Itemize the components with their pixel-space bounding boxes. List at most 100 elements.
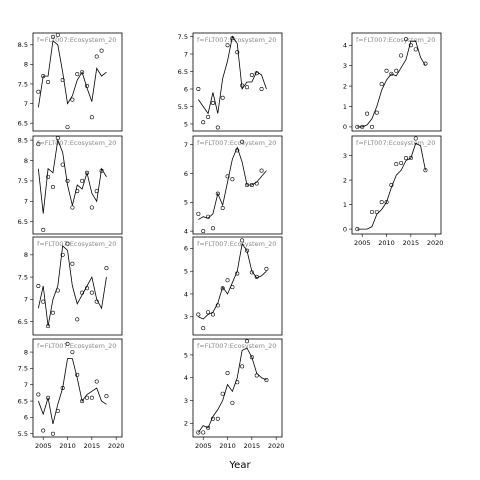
- y-tick-label: 7: [24, 381, 28, 389]
- data-point: [60, 252, 65, 257]
- fit-line: [37, 245, 107, 327]
- data-point: [65, 178, 70, 183]
- data-point: [50, 310, 55, 315]
- y-tick-label: 7: [24, 198, 28, 206]
- data-point: [403, 156, 408, 161]
- data-point: [201, 229, 206, 234]
- data-point: [408, 156, 413, 161]
- y-tick-label: 5: [184, 120, 188, 128]
- data-point: [84, 395, 89, 400]
- panel-frame: [192, 236, 283, 336]
- y-tick-label: 8: [24, 61, 28, 69]
- data-point: [50, 431, 55, 436]
- y-tick-label: 7.5: [18, 365, 28, 373]
- data-point: [89, 395, 94, 400]
- data-point: [413, 47, 418, 52]
- data-point: [225, 371, 230, 376]
- x-tick-label: 2015: [84, 442, 101, 450]
- data-point: [215, 191, 220, 196]
- x-tick-label: 2010: [378, 239, 395, 247]
- y-tick-label: 5: [184, 351, 188, 359]
- y-tick-label: 7: [24, 296, 28, 304]
- y-tick-label: 8.5: [18, 136, 28, 144]
- x-tick-label: 2005: [354, 239, 371, 247]
- data-point: [220, 206, 225, 211]
- data-point: [41, 428, 46, 433]
- y-tick-label: 6.5: [18, 119, 28, 127]
- y-tick-label: 2: [343, 176, 347, 184]
- data-point: [60, 78, 65, 83]
- data-point: [94, 379, 99, 384]
- data-point: [196, 211, 201, 216]
- x-tick-label: 2020: [427, 239, 444, 247]
- y-tick-label: 2: [184, 420, 188, 428]
- data-point: [220, 95, 225, 100]
- data-point: [65, 125, 70, 130]
- panel-label: f=FLT007:Ecosystem_20: [356, 36, 435, 44]
- y-tick-label: 8.5: [18, 41, 28, 49]
- y-tick-label: 5: [184, 199, 188, 207]
- data-point: [46, 174, 51, 179]
- data-point: [235, 50, 240, 55]
- data-point: [65, 341, 70, 346]
- data-point: [70, 350, 75, 355]
- y-tick-label: 6.5: [18, 218, 28, 226]
- data-point: [89, 205, 94, 210]
- data-point: [399, 160, 404, 165]
- y-tick-label: 7: [184, 50, 188, 58]
- panel: f=FLT007:Ecosystem_20 2 3 4 5 2005 2010 2015 202…: [184, 338, 284, 450]
- data-point: [215, 416, 220, 421]
- y-tick-label: 7: [24, 100, 28, 108]
- fit-line: [37, 138, 107, 214]
- y-tick-label: 4: [343, 42, 347, 50]
- data-point: [230, 400, 235, 405]
- data-point: [55, 32, 60, 37]
- panel: f=FLT007:Ecosystem_20 5 5.5 6 6.5 7 7.5: [178, 32, 283, 132]
- panel: f=FLT007:Ecosystem_20 6.5 7 7.5 8 8.5: [18, 135, 123, 235]
- panel-frame: [32, 32, 123, 132]
- data-point: [36, 89, 41, 94]
- panel-frame: [32, 338, 123, 438]
- fit-line: [37, 40, 107, 108]
- y-tick-label: 7: [184, 141, 188, 149]
- fit-line: [198, 347, 267, 433]
- x-tick-label: 2005: [35, 442, 52, 450]
- panel-frame: [192, 32, 283, 132]
- panel-label: f=FLT007:Ecosystem_20: [356, 139, 435, 147]
- panel: f=FLT007:Ecosystem_20 3 4 5 6: [184, 236, 283, 336]
- data-point: [244, 339, 249, 344]
- fit-line: [357, 142, 426, 230]
- data-point: [413, 136, 418, 141]
- y-tick-label: 4: [184, 290, 188, 298]
- data-point: [384, 200, 389, 205]
- data-point: [94, 54, 99, 59]
- data-point: [259, 168, 264, 173]
- panel: f=FLT007:Ecosystem_20 0 1 2 3 4: [343, 32, 442, 132]
- y-tick-label: 2: [343, 82, 347, 90]
- data-point: [403, 37, 408, 42]
- panel-frame: [32, 135, 123, 235]
- y-tick-label: 0: [343, 123, 347, 131]
- data-point: [75, 317, 80, 322]
- data-point: [230, 177, 235, 182]
- y-tick-label: 6.5: [178, 68, 188, 76]
- data-point: [201, 120, 206, 125]
- data-point: [70, 97, 75, 102]
- data-point: [394, 162, 399, 167]
- panel-frame: [32, 236, 123, 336]
- data-point: [206, 310, 211, 315]
- data-point: [36, 283, 41, 288]
- y-tick-label: 6: [24, 414, 28, 422]
- y-tick-label: 8: [24, 251, 28, 259]
- panel-frame: [351, 32, 442, 132]
- y-tick-label: 3: [184, 313, 188, 321]
- y-tick-label: 0: [343, 225, 347, 233]
- panel-label: f=FLT007:Ecosystem_20: [197, 240, 276, 248]
- data-point: [240, 364, 245, 369]
- y-tick-label: 7.5: [18, 177, 28, 185]
- panel-label: f=FLT007:Ecosystem_20: [197, 139, 276, 147]
- data-point: [210, 226, 215, 231]
- data-point: [264, 378, 269, 383]
